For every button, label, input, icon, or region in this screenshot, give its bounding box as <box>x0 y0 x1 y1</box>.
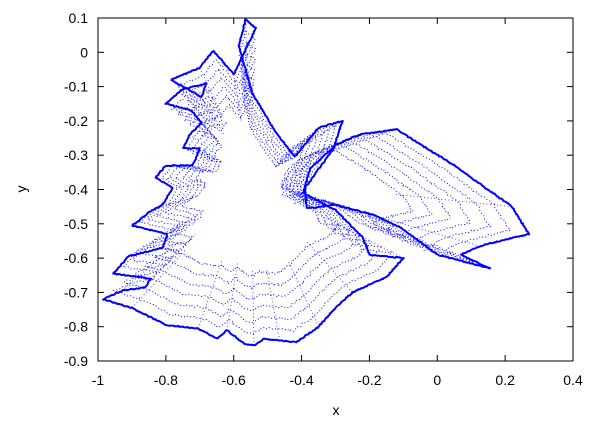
x-tick-label: -0.8 <box>154 372 178 388</box>
y-tick-label: 0 <box>80 44 88 60</box>
y-tick-label: 0.1 <box>69 10 89 26</box>
attractor-spike <box>334 222 404 259</box>
attractor-spike <box>167 208 206 235</box>
attractor-band <box>112 28 512 335</box>
attractor-spike <box>226 262 239 331</box>
x-tick-label: -1 <box>92 372 105 388</box>
y-tick-label: -0.3 <box>64 147 88 163</box>
attractor-spike <box>266 267 281 341</box>
attractor-spike <box>197 261 223 329</box>
attractor-band <box>124 39 492 324</box>
attractor-spike <box>376 215 480 247</box>
attractor-boundary <box>102 18 531 347</box>
attractor-spike <box>287 260 319 327</box>
y-tick-label: -0.7 <box>64 284 88 300</box>
attractor-spike <box>245 19 249 92</box>
attractor-spike <box>274 156 296 168</box>
x-tick-label: -0.4 <box>290 372 314 388</box>
attractor-spike <box>180 89 213 131</box>
y-axis-label: y <box>13 186 29 193</box>
attractor-spike <box>131 249 186 309</box>
attractor-spike <box>201 96 225 135</box>
y-tick-label: -0.1 <box>64 79 88 95</box>
attractor-spike <box>394 193 512 208</box>
attractor-band <box>134 52 471 312</box>
y-tick-label: -0.4 <box>64 182 88 198</box>
y-tick-label: -0.8 <box>64 319 88 335</box>
x-axis-ticks: -1 -0.8 -0.6 -0.4 -0.2 0 0.2 0.4 <box>92 18 583 388</box>
x-tick-label: 0.2 <box>495 372 515 388</box>
attractor-spike <box>233 74 242 122</box>
x-tick-label: -0.6 <box>222 372 246 388</box>
attractor-spike <box>199 67 224 119</box>
attractor-spike <box>172 183 208 189</box>
attractor-spike <box>251 93 253 133</box>
attractor-scatter <box>102 18 531 347</box>
x-tick-label: 0.4 <box>563 372 583 388</box>
attractor-spike <box>189 134 218 156</box>
attractor-band <box>153 74 433 290</box>
attractor-spike <box>332 205 401 228</box>
x-tick-label: -0.2 <box>357 372 381 388</box>
y-tick-label: -0.5 <box>64 216 88 232</box>
y-tick-label: -0.2 <box>64 113 88 129</box>
attractor-spike <box>280 183 306 189</box>
attractor-spike <box>306 241 353 293</box>
y-axis-ticks: 0.1 0 -0.1 -0.2 -0.3 -0.4 -0.5 -0.6 -0.7 -0.8 -0.9 <box>64 10 573 369</box>
attractor-spike <box>150 233 196 280</box>
attractor-spike <box>199 147 223 163</box>
x-axis-label: x <box>333 402 340 418</box>
attractor-spike <box>121 240 181 292</box>
attractor-spike <box>279 186 304 194</box>
y-tick-label: -0.6 <box>64 250 88 266</box>
attractor-spike <box>165 164 205 173</box>
y-tick-label: -0.9 <box>64 353 88 369</box>
attractor-spike <box>312 210 363 238</box>
x-tick-label: 0 <box>433 372 441 388</box>
attractor-spike <box>128 221 184 257</box>
attractor-spike <box>152 195 197 211</box>
